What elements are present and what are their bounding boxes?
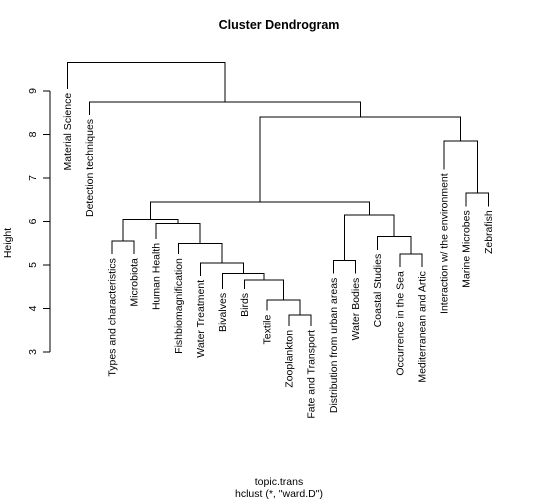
dendrogram-link xyxy=(378,237,411,254)
leaf-labels: Material Science Detection techniques Type… xyxy=(62,93,495,419)
y-tick-label: 3 xyxy=(27,349,39,355)
leaf-label: Zebrafish xyxy=(483,210,495,254)
leaf-label: Human Health xyxy=(151,243,163,310)
dendrogram-link xyxy=(344,215,394,261)
leaf-label: Fate and Transport xyxy=(306,330,318,419)
y-axis-label: Height xyxy=(2,228,14,258)
leaf-label: Interaction w/ the environment xyxy=(439,173,451,314)
leaf-label: Occurrence in the Sea xyxy=(394,271,406,376)
dendrogram-link xyxy=(223,274,265,289)
dendrogram-link xyxy=(400,254,422,267)
y-tick-label: 4 xyxy=(27,305,39,311)
y-tick-label: 6 xyxy=(27,218,39,224)
leaf-label: Textile xyxy=(261,315,273,345)
dendrogram-link xyxy=(123,219,178,241)
dendrogram-link xyxy=(150,202,369,219)
leaf-label: Material Science xyxy=(62,93,74,171)
leaf-label: Detection techniques xyxy=(84,119,96,217)
chart-subtitle: hclust (*, "ward.D") xyxy=(235,488,323,500)
leaf-label: Water Treatment xyxy=(195,280,207,358)
chart-title: Cluster Dendrogram xyxy=(219,18,340,32)
leaf-label: Water Bodies xyxy=(350,278,362,341)
leaf-label: Bivalves xyxy=(217,293,229,332)
y-tick-label: 7 xyxy=(27,175,39,181)
leaf-label: Mediterranean and Artic xyxy=(416,271,428,382)
leaf-label: Zooplankton xyxy=(284,330,296,388)
x-axis-label: topic.trans xyxy=(255,476,303,488)
dendrogram-link xyxy=(156,224,200,244)
dendrogram-link xyxy=(267,300,300,315)
dendrogram-link xyxy=(90,102,361,117)
leaf-label: Coastal Studies xyxy=(372,254,384,328)
leaf-label: Distribution from urban areas xyxy=(328,278,340,413)
dendrogram-link xyxy=(466,193,488,206)
y-tick-label: 5 xyxy=(27,262,39,268)
leaf-label: Birds xyxy=(239,293,251,317)
dendrogram-link xyxy=(333,261,355,274)
y-tick-label: 8 xyxy=(27,131,39,137)
dendrogram-link xyxy=(289,315,311,326)
y-tick-label: 9 xyxy=(27,88,39,94)
leaf-label: Microbiota xyxy=(128,258,140,307)
leaf-label: Fishbiomagnification xyxy=(173,258,185,354)
dendrogram-link xyxy=(178,243,222,263)
dendrogram-link xyxy=(68,63,225,102)
leaf-label: Marine Microbes xyxy=(461,210,473,288)
dendrogram-link xyxy=(112,241,134,254)
dendrogram-link xyxy=(260,117,461,202)
leaf-label: Types and characteristics xyxy=(106,258,118,376)
y-axis: 3 4 5 6 7 8 9 xyxy=(27,88,50,355)
